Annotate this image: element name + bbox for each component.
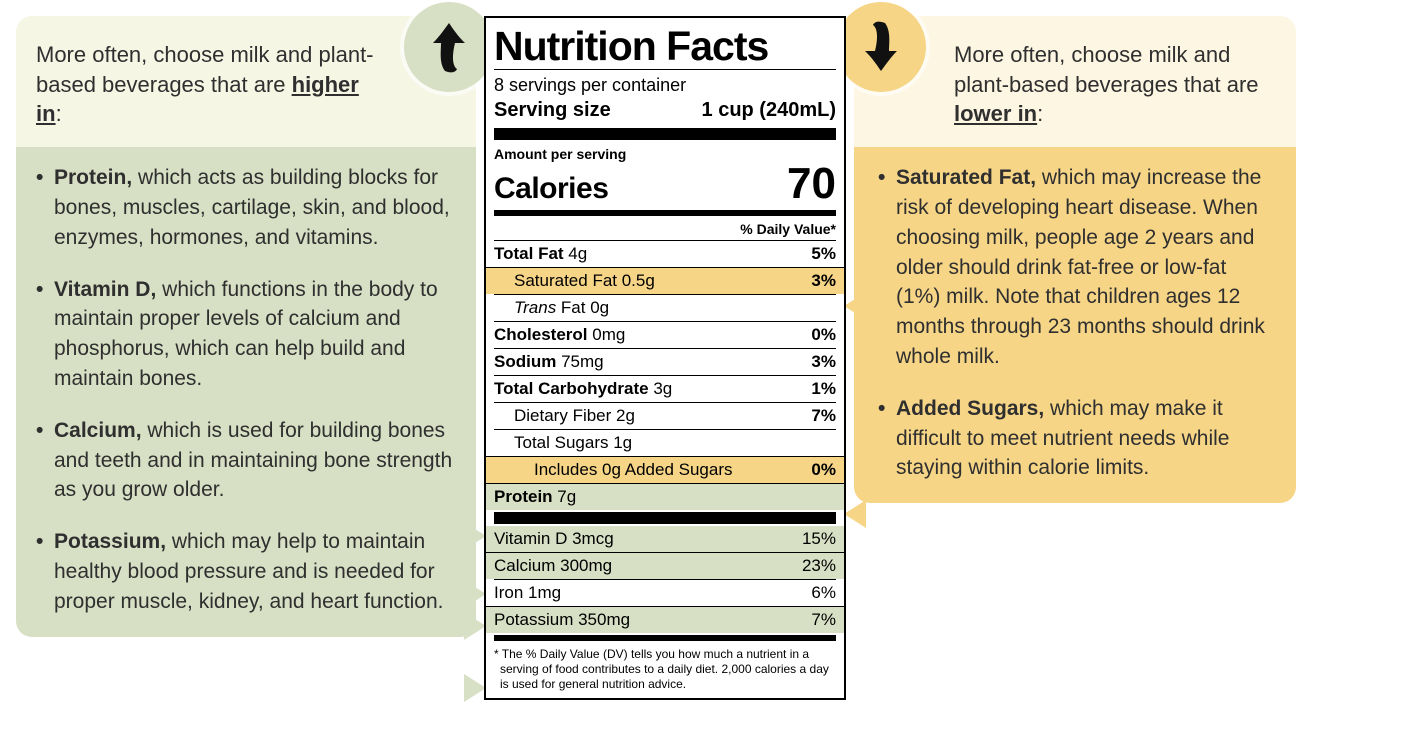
calories-row: Calories 70 [494,162,836,208]
list-item: Calcium, which is used for building bone… [54,416,456,505]
lower-in-header-text: More often, choose milk and plant-based … [954,40,1276,129]
header-phrase: lower in [954,101,1037,126]
list-item: Protein, which acts as building blocks f… [54,163,456,252]
callout-pointer-icon [464,580,486,608]
serving-size-row: Serving size 1 cup (240mL) [494,99,836,126]
callout-pointer-icon [464,612,486,640]
callout-pointer-icon [844,292,866,320]
higher-in-header-text: More often, choose milk and plant-based … [36,40,376,129]
higher-in-panel: More often, choose milk and plant-based … [16,16,476,637]
header-post: : [1037,101,1043,126]
header-pre: More often, choose milk and plant-based … [954,42,1259,97]
term: Calcium, [54,419,142,442]
servings-per-container: 8 servings per container [494,70,836,99]
term: Added Sugars, [896,397,1044,420]
nutrient-row-total-fat: Total Fat 4g5% [494,240,836,267]
callout-pointer-icon [464,674,486,702]
lower-in-header: More often, choose milk and plant-based … [854,16,1296,147]
amount-per-serving: Amount per serving [494,142,836,162]
label-title: Nutrition Facts [494,22,836,69]
lower-in-panel: More often, choose milk and plant-based … [854,16,1296,503]
list-item: Potassium, which may help to maintain he… [54,527,456,616]
dv-header: % Daily Value* [494,218,836,240]
term: Protein, [54,166,132,189]
list-item: Saturated Fat, which may increase the ri… [896,163,1276,372]
nutrient-row-trans-fat: Trans Fat 0g [494,294,836,321]
term: Vitamin D, [54,278,156,301]
label-footnote: * The % Daily Value (DV) tells you how m… [494,643,836,692]
list-item: Added Sugars, which may make it difficul… [896,394,1276,483]
header-post: : [56,101,62,126]
vitamin-row-potassium: Potassium 350mg7% [486,606,844,633]
higher-in-body: Protein, which acts as building blocks f… [16,147,476,637]
lower-in-list: Saturated Fat, which may increase the ri… [878,163,1276,483]
higher-in-header: More often, choose milk and plant-based … [16,16,476,147]
callout-pointer-icon [464,522,486,550]
nutrient-row-sugars: Total Sugars 1g [494,429,836,456]
nutrient-row-cholesterol: Cholesterol 0mg0% [494,321,836,348]
serving-size-value: 1 cup (240mL) [702,99,836,122]
term: Potassium, [54,530,166,553]
nutrient-row-protein: Protein 7g [486,483,844,510]
infographic-container: More often, choose milk and plant-based … [16,16,1386,700]
nutrient-row-sat-fat: Saturated Fat 0.5g3% [486,267,844,294]
higher-in-list: Protein, which acts as building blocks f… [36,163,456,617]
calories-value: 70 [787,162,836,206]
lower-in-body: Saturated Fat, which may increase the ri… [854,147,1296,503]
callout-pointer-icon [844,500,866,528]
vitamin-row-iron: Iron 1mg6% [494,579,836,606]
nutrient-row-added-sugars: Includes 0g Added Sugars0% [486,456,844,483]
down-arrow-icon [836,2,926,92]
nutrition-facts-label: Nutrition Facts 8 servings per container… [484,16,846,700]
serving-size-label: Serving size [494,99,611,122]
vitamin-row-calcium: Calcium 300mg23% [486,552,844,579]
nutrient-row-sodium: Sodium 75mg3% [494,348,836,375]
nutrition-label-wrap: Nutrition Facts 8 servings per container… [476,16,854,700]
nutrient-row-fiber: Dietary Fiber 2g7% [494,402,836,429]
list-item: Vitamin D, which functions in the body t… [54,275,456,394]
desc: which may increase the risk of developin… [896,166,1265,368]
nutrient-row-carb: Total Carbohydrate 3g1% [494,375,836,402]
vitamin-row-vitd: Vitamin D 3mcg15% [486,526,844,552]
calories-label: Calories [494,172,608,206]
term: Saturated Fat, [896,166,1036,189]
